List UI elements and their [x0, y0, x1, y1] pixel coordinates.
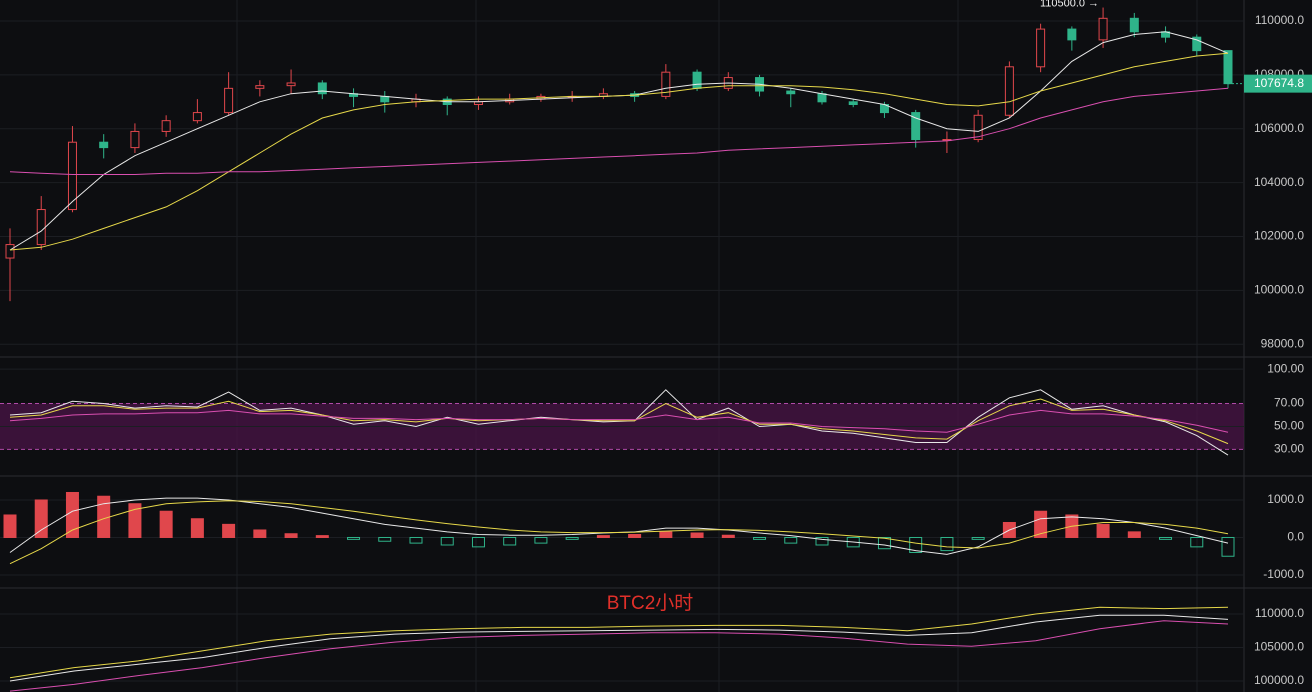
- macd-bar: [1127, 531, 1141, 538]
- y-tick-label: -1000.0: [1263, 567, 1304, 581]
- y-tick-label: 0.0: [1287, 530, 1304, 544]
- macd-bar: [3, 514, 17, 538]
- macd-bar: [659, 531, 673, 538]
- macd-bar: [721, 534, 735, 538]
- macd-bar: [284, 533, 298, 538]
- macd-bar: [347, 536, 361, 540]
- last-price-tag: [1244, 74, 1312, 93]
- watermark: BTC2小时: [607, 592, 694, 614]
- candle-body: [661, 71, 671, 97]
- macd-bar: [128, 503, 142, 538]
- macd-bar: [409, 536, 423, 544]
- indicator-line: [9, 398, 1229, 445]
- macd-bar: [877, 536, 891, 550]
- macd-bar: [909, 536, 923, 553]
- macd-bar: [222, 523, 236, 538]
- y-tick-label: 110000.0: [1255, 606, 1304, 620]
- macd-bar: [1221, 536, 1235, 557]
- macd-bar: [1096, 523, 1110, 538]
- macd-bar: [440, 536, 454, 546]
- candle-body: [255, 85, 265, 89]
- y-tick-label: 100000.0: [1254, 673, 1304, 687]
- indicator-line: [9, 500, 1229, 565]
- macd-bar: [1159, 536, 1173, 540]
- candle-body: [1098, 17, 1108, 41]
- y-tick-label: 98000.0: [1261, 336, 1305, 350]
- y-tick-label: 100.00: [1267, 361, 1304, 375]
- y-tick-label: 50.00: [1274, 419, 1304, 433]
- y-tick-label: 70.00: [1274, 396, 1304, 410]
- indicator-line: [9, 52, 1229, 251]
- vertical-grid: [236, 0, 1198, 692]
- macd-bar: [565, 536, 579, 540]
- indicator-line: [9, 409, 1229, 433]
- macd-bar: [753, 536, 767, 540]
- indicator-line: [9, 614, 1229, 682]
- macd-bar: [690, 532, 704, 538]
- macd-bar: [940, 536, 954, 552]
- macd-bar: [471, 536, 485, 548]
- macd-bar: [784, 536, 798, 544]
- macd-bar: [190, 518, 204, 538]
- candle-body: [973, 114, 983, 141]
- y-tick-label: 100000.0: [1254, 283, 1304, 297]
- y-tick-label: 110000.0: [1255, 13, 1304, 27]
- macd-bar: [503, 536, 517, 546]
- candle-body: [67, 141, 77, 211]
- candle-body: [786, 90, 796, 95]
- y-tick-label: 106000.0: [1254, 121, 1304, 135]
- candle-body: [1067, 28, 1077, 41]
- candle-body: [848, 101, 858, 106]
- macd-bar: [97, 495, 111, 538]
- macd-bar: [1190, 536, 1204, 548]
- indicator-line: [9, 389, 1229, 456]
- y-tick-label: 30.00: [1274, 442, 1304, 456]
- candle-body: [36, 209, 46, 246]
- candle-body: [192, 112, 202, 122]
- macd-bar: [65, 491, 79, 538]
- candle-body: [130, 130, 140, 149]
- macd-bar: [34, 499, 48, 538]
- y-tick-label: 102000.0: [1254, 229, 1304, 243]
- indicator-line: [9, 620, 1229, 692]
- macd-bar: [378, 536, 392, 542]
- candle-body: [692, 71, 702, 89]
- macd-bar: [815, 536, 829, 546]
- candle-body: [1129, 17, 1139, 33]
- macd-bar: [315, 535, 329, 538]
- candle-body: [286, 82, 296, 87]
- candle-body: [317, 82, 327, 95]
- y-tick-label: 1000.0: [1267, 492, 1304, 506]
- candle-body: [380, 95, 390, 103]
- candle-body: [1004, 66, 1014, 116]
- candle-body: [1192, 36, 1202, 52]
- y-tick-label: 104000.0: [1254, 175, 1304, 189]
- candle-body: [161, 120, 171, 132]
- last-price-label: 107674.8: [1254, 76, 1304, 90]
- candle-body: [1223, 50, 1233, 85]
- macd-bar: [534, 536, 548, 544]
- candle-body: [224, 87, 234, 114]
- indicator-line: [9, 606, 1229, 679]
- macd-bar: [628, 533, 642, 538]
- macd-bar: [596, 535, 610, 538]
- y-tick-label: 105000.0: [1254, 640, 1304, 654]
- candle-body: [817, 93, 827, 103]
- macd-bar: [253, 529, 267, 538]
- macd-bar: [1034, 510, 1048, 538]
- candle-body: [911, 112, 921, 141]
- macd-bar: [971, 536, 985, 540]
- candle-body: [5, 244, 15, 259]
- macd-bar: [159, 510, 173, 538]
- candle-body: [99, 141, 109, 149]
- high-annotation: 110500.0 →: [1040, 0, 1099, 9]
- indicator-line: [9, 87, 1229, 175]
- candle-body: [1036, 28, 1046, 68]
